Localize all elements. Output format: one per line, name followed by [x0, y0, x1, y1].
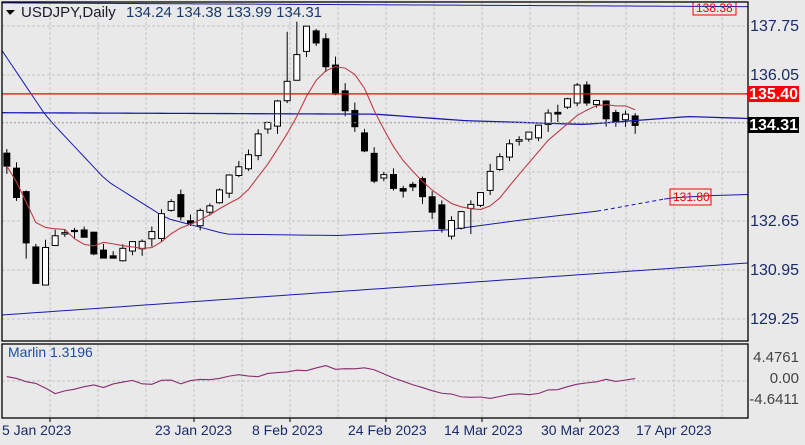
svg-text:4.4761: 4.4761: [753, 349, 799, 366]
svg-text:8 Feb 2023: 8 Feb 2023: [252, 422, 323, 438]
svg-text:23 Jan 2023: 23 Jan 2023: [155, 422, 232, 438]
svg-text:0.00: 0.00: [770, 370, 799, 387]
svg-text:131.80: 131.80: [673, 190, 710, 204]
svg-text:137.75: 137.75: [750, 18, 799, 35]
svg-text:-4.6411: -4.6411: [749, 391, 799, 408]
svg-text:30 Mar 2023: 30 Mar 2023: [541, 422, 620, 438]
svg-text:5 Jan 2023: 5 Jan 2023: [2, 422, 71, 438]
svg-text:134.24 134.38 133.99 134.31: 134.24 134.38 133.99 134.31: [126, 4, 322, 21]
svg-text:130.95: 130.95: [750, 262, 799, 279]
svg-text:134.31: 134.31: [749, 117, 798, 134]
svg-text:14 Mar 2023: 14 Mar 2023: [444, 422, 523, 438]
svg-text:132.65: 132.65: [750, 213, 799, 230]
svg-text:135.40: 135.40: [749, 86, 798, 103]
svg-text:17 Apr 2023: 17 Apr 2023: [636, 422, 712, 438]
svg-text:129.25: 129.25: [750, 311, 799, 328]
svg-text:24 Feb 2023: 24 Feb 2023: [348, 422, 427, 438]
svg-text:136.05: 136.05: [750, 67, 799, 84]
svg-text:Marlin 1.3196: Marlin 1.3196: [8, 344, 93, 360]
svg-text:138.38: 138.38: [696, 1, 733, 15]
svg-text:USDJPY,Daily: USDJPY,Daily: [21, 4, 116, 21]
